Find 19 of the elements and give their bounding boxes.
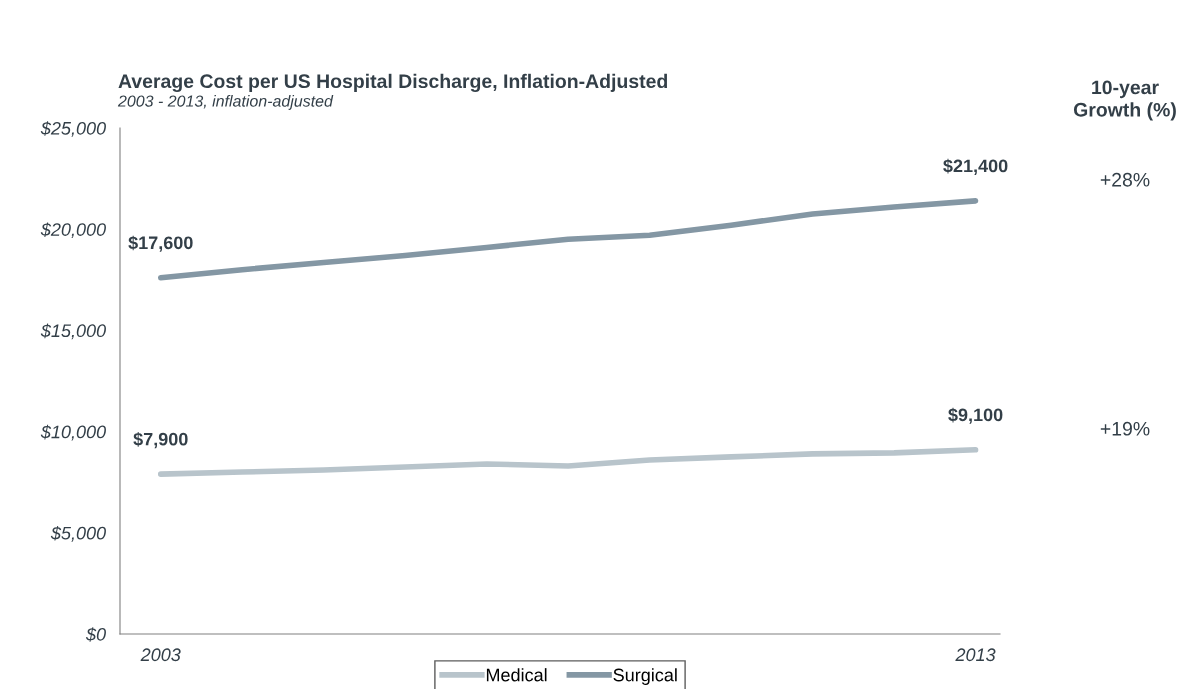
y-tick-label: $5,000 [50, 525, 106, 542]
data-label: $21,400 [943, 158, 1008, 175]
x-tick-label: 2013 [955, 648, 996, 662]
text: 10-year Growth (%) [1073, 80, 1176, 121]
chart-title: Average Cost per US Hospital Discharge, Inflation-Adjusted [118, 73, 668, 92]
x-tick-label: 2003 [140, 648, 181, 662]
data-label: $9,100 [948, 407, 1003, 424]
chart-subtitle: 2003 - 2013, inflation-adjusted [117, 95, 334, 110]
y-tick-label: $0 [85, 627, 106, 642]
y-tick-label: $10,000 [40, 424, 106, 441]
data-label: $7,900 [133, 431, 188, 449]
data-label: $17,600 [128, 235, 193, 252]
legend-label: Medical [486, 668, 547, 682]
text: +28% [1100, 172, 1150, 187]
y-tick-label: $15,000 [40, 323, 106, 340]
text: +19% [1100, 421, 1150, 436]
y-tick-label: $25,000 [40, 121, 106, 137]
legend-label: Surgical [613, 668, 677, 685]
y-tick-label: $20,000 [40, 222, 106, 239]
